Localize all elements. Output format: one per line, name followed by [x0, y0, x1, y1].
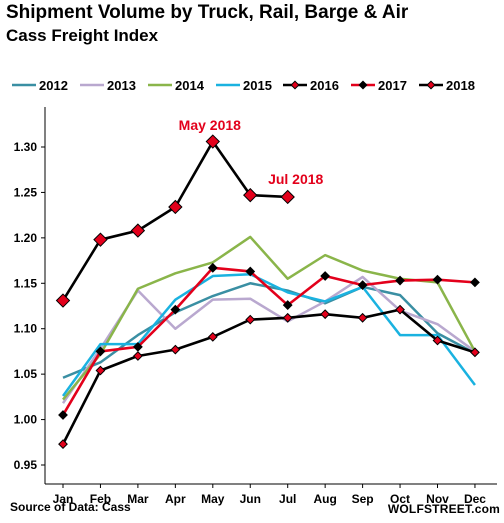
x-tick-label: Mar [127, 492, 149, 506]
legend-label: 2016 [310, 78, 339, 93]
chart-subtitle: Cass Freight Index [6, 26, 159, 45]
series-2017 [58, 262, 480, 420]
legend-item-2018: 2018 [419, 78, 475, 93]
x-tick-label: Feb [90, 492, 111, 506]
data-point-2016 [282, 312, 293, 323]
annotation-may-2018: May 2018 [179, 117, 241, 133]
data-point-2018 [93, 232, 108, 247]
data-point-2018 [55, 293, 71, 308]
legend-item-2013: 2013 [80, 78, 136, 93]
data-point-2016 [432, 335, 443, 346]
y-tick-label: 1.30 [14, 140, 38, 154]
legend-item-2014: 2014 [148, 78, 205, 93]
x-tick-label: Jun [240, 492, 261, 506]
legend-label: 2012 [39, 78, 68, 93]
annotation-jul-2018: Jul 2018 [268, 171, 323, 187]
legend-label: 2013 [107, 78, 136, 93]
series-line-2013 [61, 275, 476, 404]
legend-item-2016: 2016 [283, 78, 339, 93]
x-tick-label: Jan [53, 492, 74, 506]
y-tick-label: 1.10 [14, 322, 38, 336]
series-line-2017 [61, 266, 476, 416]
data-point-2017 [58, 410, 68, 420]
data-point-2016 [470, 347, 480, 358]
source-note: Source of Data: Cass [10, 500, 131, 514]
y-tick-label: 1.00 [14, 413, 38, 427]
legend: 2012 2013 2014 2015 2016 2017 2018 [12, 78, 475, 93]
axes: 0.95 1.00 1.05 1.10 1.15 1.20 1.25 1.30 Jan Feb Ma… [14, 107, 497, 506]
series-2012 [62, 282, 476, 379]
data-point-2017 [170, 304, 181, 315]
x-tick-label: May [201, 492, 225, 506]
data-point-2017 [245, 266, 256, 277]
series-2015 [61, 272, 476, 397]
data-point-2017 [207, 262, 218, 273]
series-line-2016 [61, 308, 476, 445]
data-point-2017 [320, 271, 331, 281]
data-point-2017 [95, 346, 106, 357]
legend-marker [290, 80, 300, 90]
data-point-2016 [207, 331, 218, 342]
chart-title: Shipment Volume by Truck, Rail, Barge & … [6, 2, 409, 23]
series-lines [55, 134, 480, 450]
y-tick-label: 1.20 [14, 231, 38, 245]
x-tick-label: Oct [390, 492, 410, 506]
data-point-2016 [245, 314, 256, 325]
legend-label: 2018 [446, 78, 475, 93]
data-point-2018 [243, 187, 258, 203]
y-tick-label: 0.95 [14, 458, 38, 472]
data-point-2016 [58, 439, 68, 450]
data-point-2018 [280, 189, 295, 205]
x-tick-label: Aug [313, 492, 336, 506]
data-point-2018 [130, 223, 146, 238]
data-point-2017 [132, 341, 143, 352]
legend-marker [358, 80, 368, 90]
data-point-2016 [95, 365, 106, 376]
legend-label: 2015 [243, 78, 272, 93]
credit-text: WOLFSTREET.com [387, 502, 500, 516]
data-point-2016 [395, 304, 405, 315]
data-point-2017 [395, 275, 405, 286]
legend-item-2017: 2017 [351, 78, 407, 93]
x-tick-label: Nov [426, 492, 449, 506]
data-point-2017 [432, 274, 443, 285]
data-point-2017 [282, 300, 293, 310]
legend-marker [426, 80, 436, 90]
annotations: May 2018 Jul 2018 [179, 117, 324, 187]
data-point-2016 [132, 351, 143, 361]
series-2013 [61, 275, 476, 404]
legend-item-2015: 2015 [216, 78, 272, 93]
data-point-2017 [470, 277, 480, 288]
y-tick-label: 1.15 [14, 276, 38, 290]
data-point-2016 [320, 309, 331, 320]
data-point-2016 [357, 312, 368, 323]
data-point-2016 [170, 344, 181, 355]
legend-label: 2014 [175, 78, 205, 93]
series-line-2012 [62, 282, 476, 379]
x-tick-label: Sep [352, 492, 374, 506]
data-point-2017 [357, 280, 368, 291]
x-tick-label: Jul [279, 492, 296, 506]
data-point-2018 [168, 199, 183, 215]
data-point-2018 [205, 134, 221, 149]
y-tick-label: 1.25 [14, 185, 38, 199]
series-2016 [58, 304, 480, 450]
legend-item-2012: 2012 [12, 78, 68, 93]
y-tick-label: 1.05 [14, 367, 38, 381]
series-2018 [55, 134, 295, 308]
x-tick-label: Apr [165, 492, 186, 506]
series-line-2015 [61, 272, 476, 397]
legend-label: 2017 [378, 78, 407, 93]
x-tick-label: Dec [464, 492, 486, 506]
